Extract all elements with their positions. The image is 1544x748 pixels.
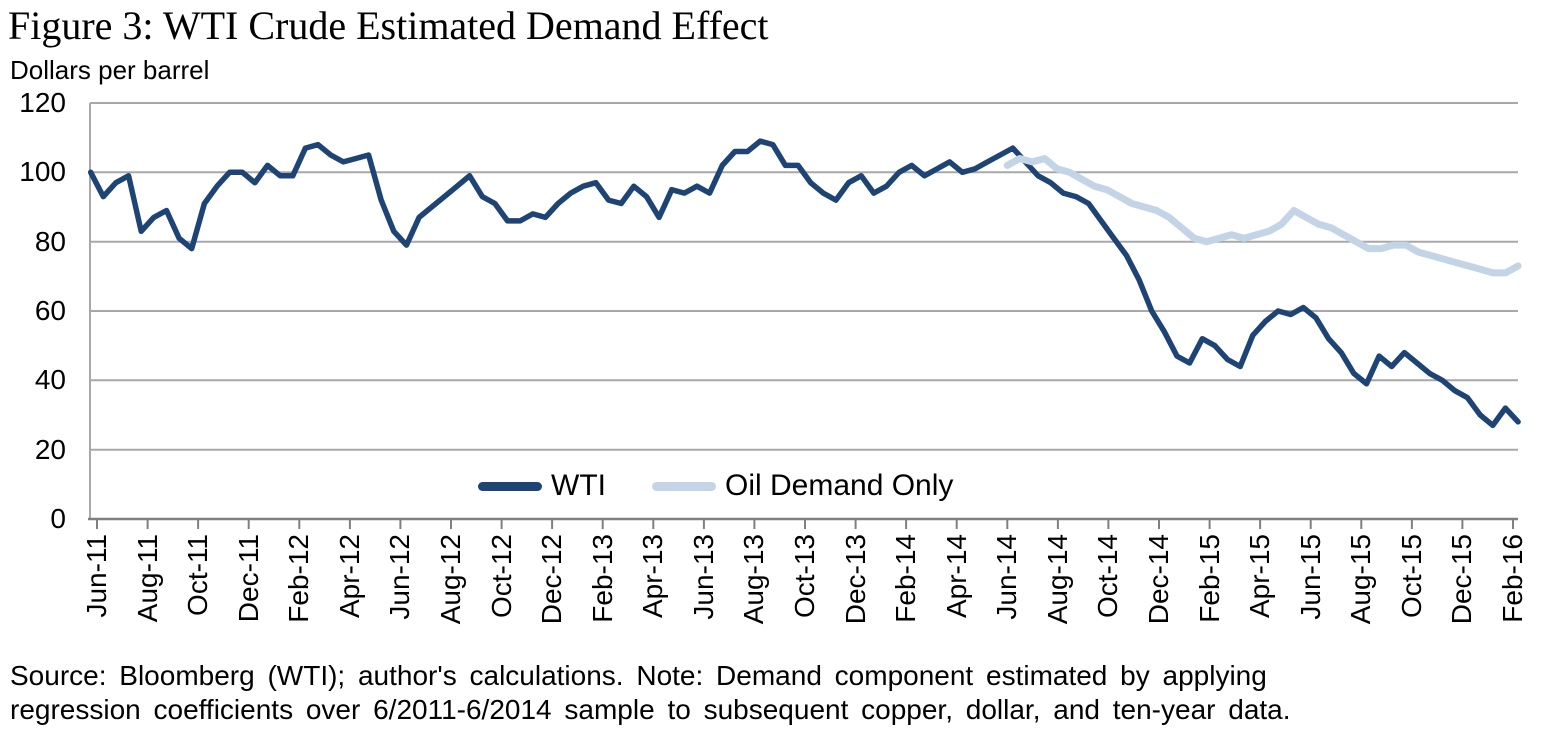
y-tick-label: 80 (34, 225, 66, 257)
x-tick-label: Aug-11 (131, 534, 163, 623)
legend-item-wti: WTI (478, 469, 606, 503)
x-tick-label: Oct-15 (1395, 534, 1427, 619)
x-tick-label: Dec-14 (1143, 534, 1174, 625)
y-tick-label: 0 (50, 503, 66, 534)
x-tick-label: Jun-11 (81, 534, 112, 618)
legend-item-oil-demand-only: Oil Demand Only (651, 469, 954, 503)
x-tick-label: Dec-11 (232, 534, 264, 623)
x-tick-label: Apr-13 (637, 534, 669, 619)
x-tick-label: Jun-13 (687, 534, 719, 620)
source-note: Source: Bloomberg (WTI); author's calcul… (10, 659, 1490, 727)
x-tick-label: Aug-12 (435, 534, 466, 625)
x-tick-label: Jun-15 (1294, 534, 1326, 620)
x-tick-label: Jun-12 (384, 534, 416, 620)
source-note-line-1: Source: Bloomberg (WTI); author's calcul… (10, 660, 1267, 691)
y-tick-label: 100 (19, 156, 66, 188)
x-tick-label: Dec-13 (839, 534, 871, 625)
chart-units-label: Dollars per barrel (10, 55, 210, 85)
series-line-oil-demand-only (1003, 155, 1522, 277)
x-tick-label: Oct-14 (1092, 534, 1124, 619)
x-tick-label: Oct-12 (485, 534, 517, 619)
x-tick-label: Apr-15 (1244, 534, 1276, 619)
y-tick-label: 20 (34, 433, 66, 465)
x-tick-label: Oct-13 (789, 534, 820, 619)
legend-label-oil-demand-only: Oil Demand Only (724, 469, 954, 502)
x-tick-label: Aug-13 (738, 534, 770, 625)
source-note-line-2: regression coefficients over 6/2011-6/20… (10, 694, 1291, 725)
x-tick-label: Feb-16 (1497, 534, 1528, 623)
x-tick-label: Apr-14 (940, 534, 972, 619)
x-tick-label: Dec-15 (1446, 534, 1478, 625)
x-tick-label: Feb-13 (586, 534, 618, 623)
y-tick-label: 60 (34, 295, 66, 326)
wti-line-swatch-icon (478, 481, 542, 491)
oil-demand-only-line-swatch-icon (651, 481, 716, 491)
x-tick-label: Feb-12 (283, 534, 315, 623)
series-line-wti (87, 138, 1521, 429)
x-tick-label: Feb-15 (1193, 534, 1225, 623)
x-tick-label: Aug-15 (1345, 534, 1377, 625)
y-tick-label: 40 (34, 364, 66, 396)
x-tick-label: Apr-12 (333, 534, 365, 619)
chart-legend: WTI Oil Demand Only (478, 468, 953, 504)
legend-label-wti: WTI (551, 469, 606, 502)
x-tick-label: Jun-14 (991, 534, 1023, 620)
x-tick-label: Oct-11 (182, 534, 214, 616)
x-tick-label: Aug-14 (1041, 534, 1073, 625)
x-tick-label: Dec-12 (536, 534, 568, 625)
x-tick-label: Feb-14 (890, 534, 922, 623)
chart-title: Figure 3: WTI Crude Estimated Demand Eff… (8, 3, 769, 48)
y-tick-label: 120 (19, 87, 66, 118)
